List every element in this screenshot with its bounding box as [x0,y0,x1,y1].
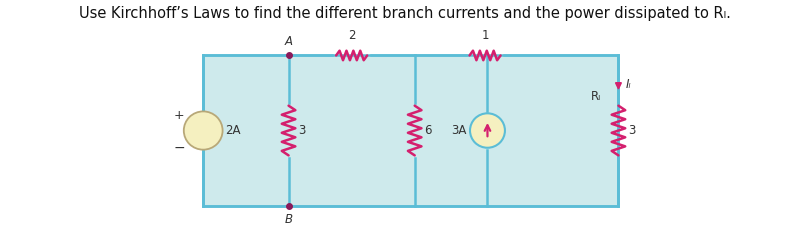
Polygon shape [616,83,621,89]
Text: 3: 3 [628,124,636,137]
Text: Use Kirchhoff’s Laws to find the different branch currents and the power dissipa: Use Kirchhoff’s Laws to find the differe… [79,6,731,21]
Text: Rₗ: Rₗ [590,90,601,103]
Text: 3: 3 [298,124,305,137]
Text: 2: 2 [347,29,356,42]
Text: 1: 1 [481,29,488,42]
Text: A: A [284,35,292,48]
Text: +: + [173,109,184,122]
Text: Iₗ: Iₗ [625,78,631,91]
Text: −: − [173,141,185,155]
Text: 3A: 3A [450,124,466,137]
Text: B: B [284,213,292,226]
Text: 6: 6 [424,124,432,137]
Circle shape [470,113,505,148]
Text: 2A: 2A [225,124,241,137]
Circle shape [184,111,223,150]
FancyBboxPatch shape [203,55,619,206]
